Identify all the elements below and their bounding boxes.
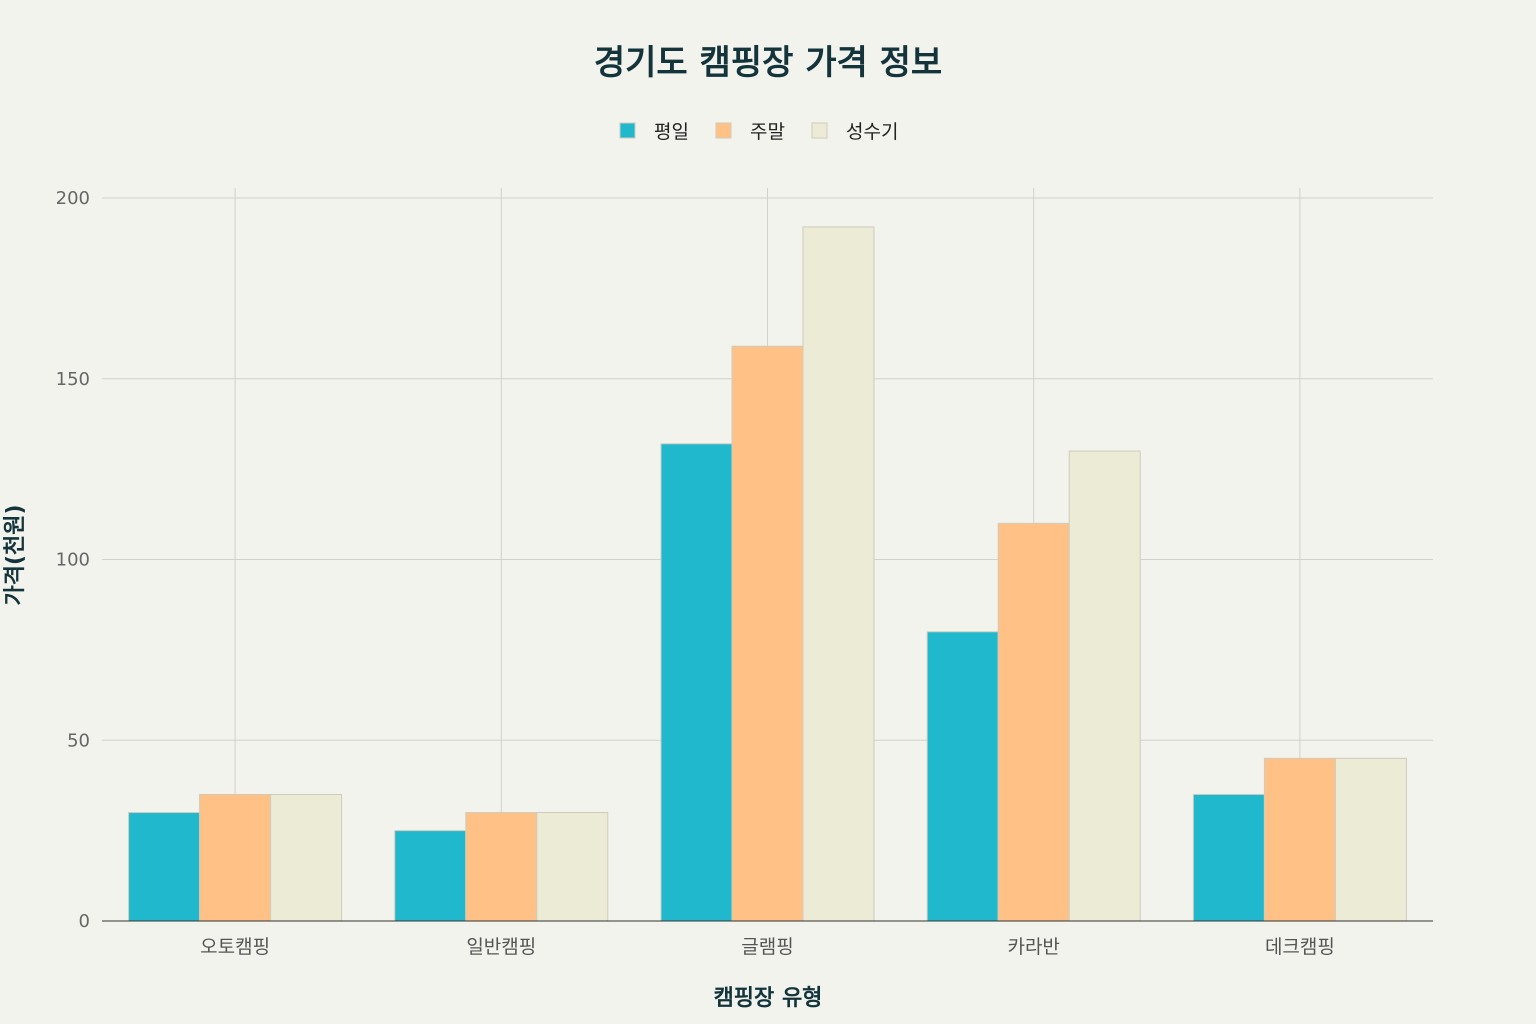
- y-tick-label: 0: [79, 911, 90, 932]
- bar-2-3: [731, 345, 804, 922]
- x-axis-title: 캠핑장 유형: [714, 986, 823, 1011]
- bar-1-5: [1192, 793, 1265, 922]
- bar-2-2: [465, 812, 538, 922]
- y-tick-label: 150: [56, 369, 90, 390]
- x-tick-label: 글램핑: [741, 936, 793, 958]
- bar-3-1: [270, 793, 343, 922]
- legend-swatch: [811, 122, 828, 139]
- x-tick-label: 일반캠핑: [466, 936, 536, 958]
- bar-1-2: [394, 830, 467, 922]
- x-tick-label: 카라반: [1007, 936, 1059, 958]
- legend-item: 성수기: [811, 121, 898, 143]
- x-tick-label: 오토캠핑: [200, 936, 270, 958]
- bar-3-3: [802, 226, 875, 922]
- bar-2-4: [997, 522, 1070, 922]
- y-axis-title: 가격(천원): [3, 504, 28, 605]
- axes: 오토캠핑 일반캠핑 글램핑 카라반 데크캠핑: [102, 920, 1433, 958]
- legend: 평일 주말 성수기: [619, 121, 898, 143]
- y-tick-label: 100: [56, 550, 90, 571]
- bar-3-5: [1334, 757, 1407, 922]
- legend-swatch: [715, 122, 732, 139]
- bar-1-4: [926, 631, 999, 922]
- x-tick-label: 데크캠핑: [1265, 936, 1335, 958]
- bar-1-1: [128, 812, 201, 922]
- bar-1-3: [660, 443, 733, 922]
- legend-label: 성수기: [846, 121, 898, 143]
- legend-item: 평일: [619, 121, 689, 143]
- bar-2-1: [199, 793, 272, 922]
- bars: [128, 226, 1407, 922]
- bar-2-5: [1263, 757, 1336, 922]
- chart-title: 경기도 캠핑장 가격 정보: [594, 43, 942, 83]
- legend-label: 주말: [750, 121, 785, 143]
- bar-3-2: [536, 812, 609, 922]
- legend-swatch: [619, 122, 636, 139]
- y-tick-label: 50: [67, 730, 90, 751]
- y-tick-label: 200: [56, 188, 90, 209]
- legend-label: 평일: [654, 121, 689, 143]
- bar-3-4: [1068, 450, 1141, 922]
- legend-item: 주말: [715, 121, 785, 143]
